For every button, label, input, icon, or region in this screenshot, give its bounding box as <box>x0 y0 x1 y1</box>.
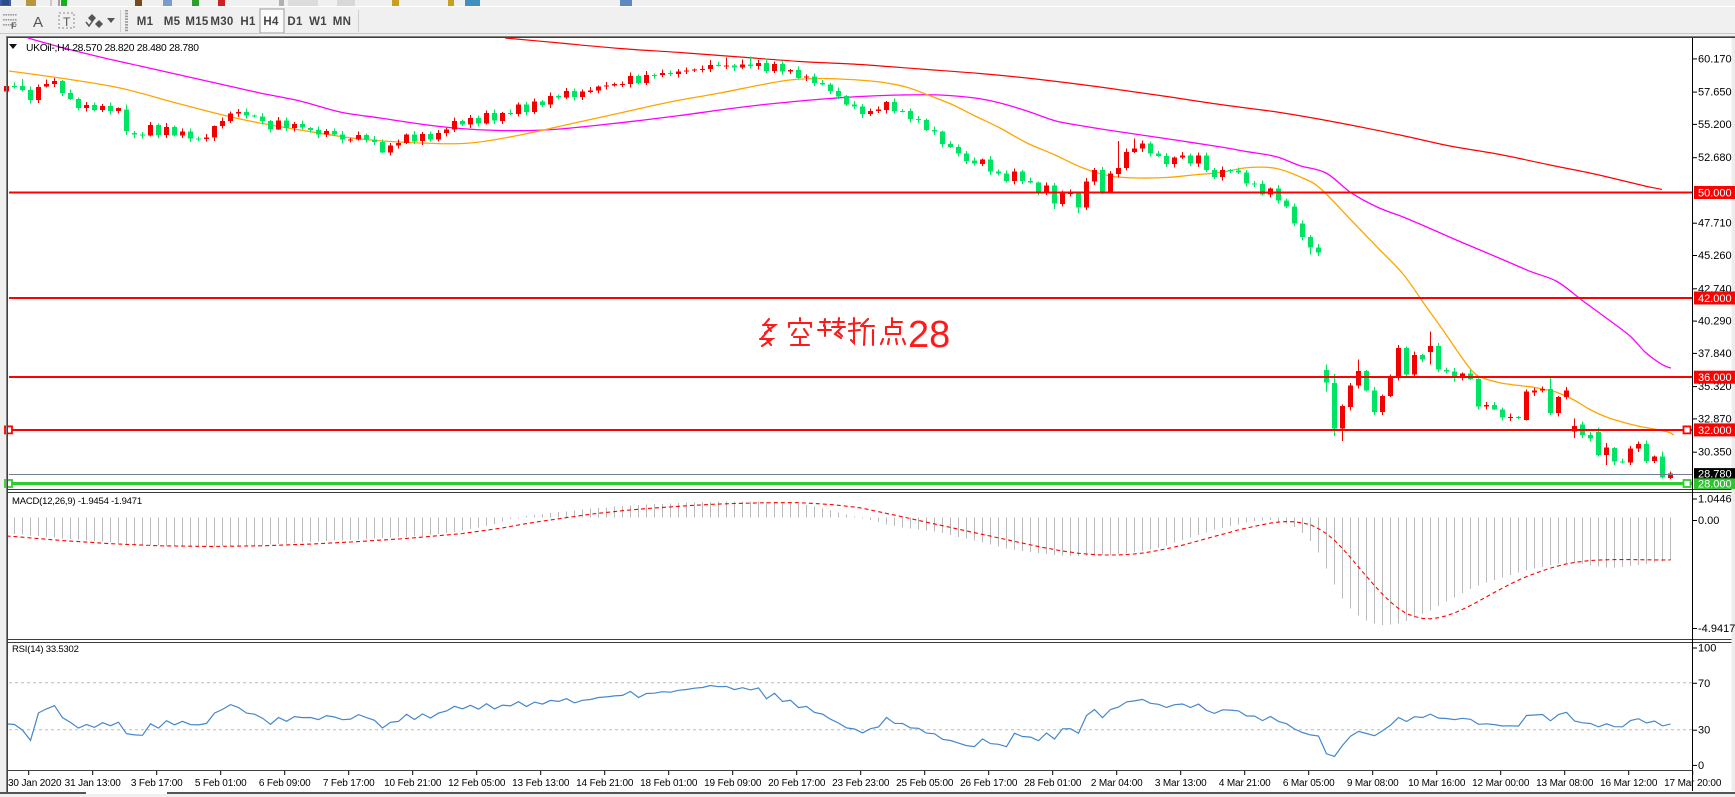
svg-text:A: A <box>33 14 43 31</box>
svg-text:28.780: 28.780 <box>1698 468 1732 480</box>
svg-text:MACD(12,26,9) -1.9454 -1.9471: MACD(12,26,9) -1.9454 -1.9471 <box>12 496 142 507</box>
svg-text:6 Feb 09:00: 6 Feb 09:00 <box>259 778 311 789</box>
svg-text:45.260: 45.260 <box>1698 250 1732 262</box>
svg-text:F: F <box>11 21 17 31</box>
svg-text:25 Feb 05:00: 25 Feb 05:00 <box>896 778 954 789</box>
svg-text:40.290: 40.290 <box>1698 316 1732 328</box>
svg-text:100: 100 <box>1698 643 1716 655</box>
svg-text:M5: M5 <box>164 16 181 28</box>
svg-text:28 Feb 01:00: 28 Feb 01:00 <box>1024 778 1082 789</box>
svg-text:7 Feb 17:00: 7 Feb 17:00 <box>323 778 375 789</box>
svg-text:MN: MN <box>333 16 352 28</box>
svg-text:36.000: 36.000 <box>1698 372 1732 384</box>
svg-text:32.870: 32.870 <box>1698 413 1732 425</box>
svg-text:UKOil-,H4 28.570 28.820 28.48: UKOil-,H4 28.570 28.820 28.480 28.780 <box>26 43 199 54</box>
svg-text:12 Feb 05:00: 12 Feb 05:00 <box>448 778 506 789</box>
svg-text:30: 30 <box>1698 725 1710 737</box>
svg-text:30.350: 30.350 <box>1698 447 1732 459</box>
svg-text:RSI(14) 33.5302: RSI(14) 33.5302 <box>12 644 79 655</box>
svg-text:13 Mar 08:00: 13 Mar 08:00 <box>1536 778 1594 789</box>
svg-text:55.200: 55.200 <box>1698 119 1732 131</box>
svg-text:50.000: 50.000 <box>1698 188 1732 200</box>
svg-text:3 Mar 13:00: 3 Mar 13:00 <box>1155 778 1207 789</box>
svg-text:35.320: 35.320 <box>1698 381 1732 393</box>
svg-text:H1: H1 <box>240 16 256 28</box>
svg-text:1.0446: 1.0446 <box>1698 494 1732 506</box>
svg-text:28.000: 28.000 <box>1698 479 1732 491</box>
svg-text:16 Mar 12:00: 16 Mar 12:00 <box>1600 778 1658 789</box>
svg-text:3 Feb 17:00: 3 Feb 17:00 <box>131 778 183 789</box>
svg-text:10 Mar 16:00: 10 Mar 16:00 <box>1408 778 1466 789</box>
svg-text:H4: H4 <box>263 16 279 28</box>
svg-text:23 Feb 23:00: 23 Feb 23:00 <box>832 778 890 789</box>
svg-text:12 Mar 00:00: 12 Mar 00:00 <box>1472 778 1530 789</box>
svg-text:19 Feb 09:00: 19 Feb 09:00 <box>704 778 762 789</box>
svg-text:70: 70 <box>1698 678 1710 690</box>
svg-text:5 Feb 01:00: 5 Feb 01:00 <box>195 778 247 789</box>
svg-text:6 Mar 05:00: 6 Mar 05:00 <box>1283 778 1335 789</box>
svg-text:M15: M15 <box>185 16 209 28</box>
svg-text:M1: M1 <box>137 16 154 28</box>
svg-text:26 Feb 17:00: 26 Feb 17:00 <box>960 778 1018 789</box>
svg-text:60.170: 60.170 <box>1698 53 1732 65</box>
svg-text:30 Jan 2020: 30 Jan 2020 <box>8 778 62 789</box>
svg-text:42.000: 42.000 <box>1698 293 1732 305</box>
svg-text:14 Feb 21:00: 14 Feb 21:00 <box>576 778 634 789</box>
svg-text:0: 0 <box>1698 760 1704 772</box>
svg-text:47.710: 47.710 <box>1698 218 1732 230</box>
svg-text:T: T <box>63 15 71 29</box>
svg-text:28: 28 <box>908 314 950 356</box>
svg-text:D1: D1 <box>287 16 303 28</box>
svg-text:W1: W1 <box>309 16 327 28</box>
svg-text:31 Jan 13:00: 31 Jan 13:00 <box>65 778 122 789</box>
svg-text:2 Mar 04:00: 2 Mar 04:00 <box>1091 778 1143 789</box>
svg-text:13 Feb 13:00: 13 Feb 13:00 <box>512 778 570 789</box>
svg-text:37.840: 37.840 <box>1698 348 1732 360</box>
svg-text:0.00: 0.00 <box>1698 515 1719 527</box>
svg-text:M30: M30 <box>210 16 233 28</box>
svg-text:52.680: 52.680 <box>1698 152 1732 164</box>
svg-text:10 Feb 21:00: 10 Feb 21:00 <box>384 778 442 789</box>
svg-text:17 Mar 20:00: 17 Mar 20:00 <box>1664 778 1722 789</box>
svg-text:-4.9417: -4.9417 <box>1698 623 1735 635</box>
svg-text:32.000: 32.000 <box>1698 425 1732 437</box>
svg-text:18 Feb 01:00: 18 Feb 01:00 <box>640 778 698 789</box>
svg-text:20 Feb 17:00: 20 Feb 17:00 <box>768 778 826 789</box>
svg-text:57.650: 57.650 <box>1698 87 1732 99</box>
svg-text:4 Mar 21:00: 4 Mar 21:00 <box>1219 778 1271 789</box>
svg-text:9 Mar 08:00: 9 Mar 08:00 <box>1347 778 1399 789</box>
